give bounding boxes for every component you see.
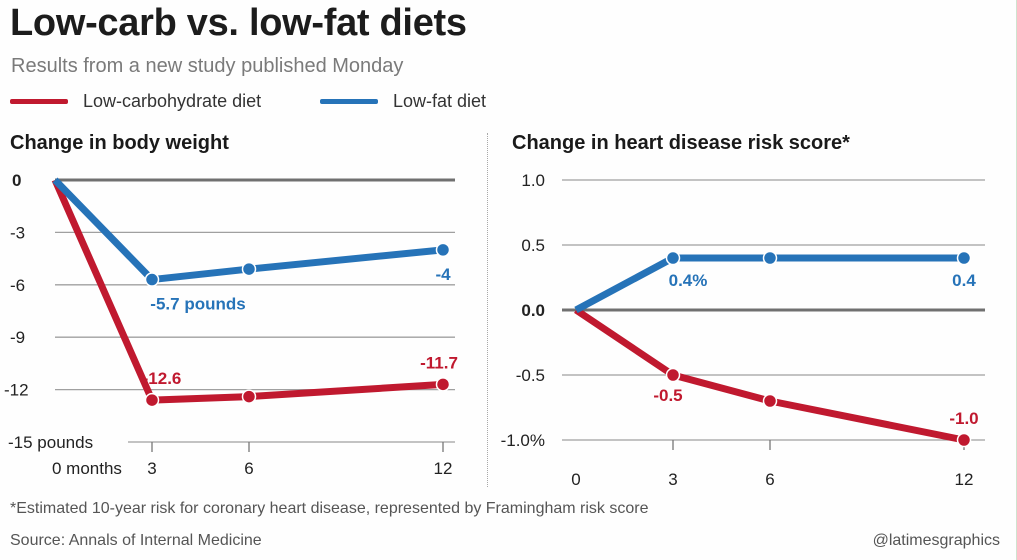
legend-item-low-carb: Low-carbohydrate diet <box>10 89 261 113</box>
heart-point-low-carb <box>665 367 681 383</box>
heart-point-low-fat <box>956 250 972 266</box>
legend-label-low-fat: Low-fat diet <box>393 90 487 111</box>
weight-y-tick-label: -12 <box>4 381 29 400</box>
source-note: Source: Annals of Internal Medicine <box>10 532 262 549</box>
heart-line-low-fat <box>574 254 964 314</box>
weight-chart-title: Change in body weight <box>10 132 229 154</box>
weight-x-tick-label: 0 months <box>52 459 122 478</box>
footnote: *Estimated 10-year risk for coronary hea… <box>10 500 649 517</box>
heart-gridlines: 1.0 0.5 0.0 -0.5 -1.0% <box>501 171 985 450</box>
heart-point-low-fat <box>665 250 681 266</box>
chart-title: Low-carb vs. low-fat diets <box>10 2 467 44</box>
heart-chart-title: Change in heart disease risk score* <box>512 132 850 154</box>
heart-x-tick-label: 6 <box>765 470 774 489</box>
heart-series-low-carb: -0.5 -1.0 <box>574 307 979 448</box>
weight-gridlines: 0 -3 -6 -9 -12 -15 pounds <box>4 171 455 452</box>
legend-item-low-fat: Low-fat diet <box>320 89 486 113</box>
weight-y-tick-label: -15 pounds <box>8 433 93 452</box>
weight-y-tick-label: -9 <box>10 328 25 347</box>
heart-data-label-low-carb: -1.0 <box>949 409 978 428</box>
chart-subtitle: Results from a new study published Monda… <box>11 55 404 77</box>
weight-x-tick-label: 12 <box>434 459 453 478</box>
heart-data-label-low-fat: 0.4% <box>669 271 708 290</box>
weight-line-low-fat <box>52 177 444 284</box>
weight-data-label-low-carb: -12.6 <box>143 369 182 388</box>
weight-x-tick-label: 6 <box>244 459 253 478</box>
weight-y-tick-label: -6 <box>10 276 25 295</box>
heart-x-tick-label: 3 <box>668 470 677 489</box>
heart-y-tick-label: 1.0 <box>521 171 545 190</box>
legend-label-low-carb: Low-carbohydrate diet <box>83 90 262 111</box>
weight-series-low-carb: -12.6 -11.7 <box>51 178 458 408</box>
weight-point-low-carb <box>435 377 451 392</box>
weight-point-low-fat <box>241 261 257 277</box>
heart-x-tick-label: 0 <box>571 470 580 489</box>
heart-point-low-carb <box>956 432 972 448</box>
weight-point-low-fat <box>435 242 451 258</box>
heart-x-axis: 0 3 6 12 <box>571 440 973 489</box>
heart-line-low-carb <box>574 307 965 444</box>
legend-swatch-low-carb <box>10 98 68 104</box>
weight-x-tick-label: 3 <box>147 459 156 478</box>
weight-point-low-fat <box>144 272 160 287</box>
heart-y-tick-label: 0.5 <box>521 236 545 255</box>
heart-data-label-low-fat: 0.4 <box>952 271 976 290</box>
heart-data-label-low-carb: -0.5 <box>653 386 682 405</box>
weight-data-label-low-carb: -11.7 <box>420 353 458 372</box>
credit: @latimesgraphics <box>872 532 1000 549</box>
heart-y-tick-label: 0.0 <box>521 301 545 320</box>
weight-point-low-carb <box>144 392 160 408</box>
legend-swatch-low-fat <box>320 98 378 104</box>
weight-x-axis: 0 months 3 6 12 <box>52 442 452 478</box>
heart-point-low-carb <box>762 393 778 409</box>
weight-y-tick-label: 0 <box>12 171 21 190</box>
weight-point-low-carb <box>241 389 257 404</box>
heart-y-tick-label: -1.0% <box>501 431 545 450</box>
weight-series-low-fat: -5.7 pounds -4 <box>52 177 451 314</box>
heart-y-tick-label: -0.5 <box>516 366 545 385</box>
weight-data-label-low-fat: -5.7 pounds <box>150 295 245 314</box>
panel-divider <box>487 133 488 487</box>
heart-series-low-fat: 0.4% 0.4 <box>574 250 976 314</box>
heart-point-low-fat <box>762 250 778 266</box>
weight-y-tick-label: -3 <box>10 223 25 242</box>
heart-x-tick-label: 12 <box>955 470 974 489</box>
weight-line-low-carb <box>51 178 444 404</box>
weight-data-label-low-fat: -4 <box>435 265 451 284</box>
